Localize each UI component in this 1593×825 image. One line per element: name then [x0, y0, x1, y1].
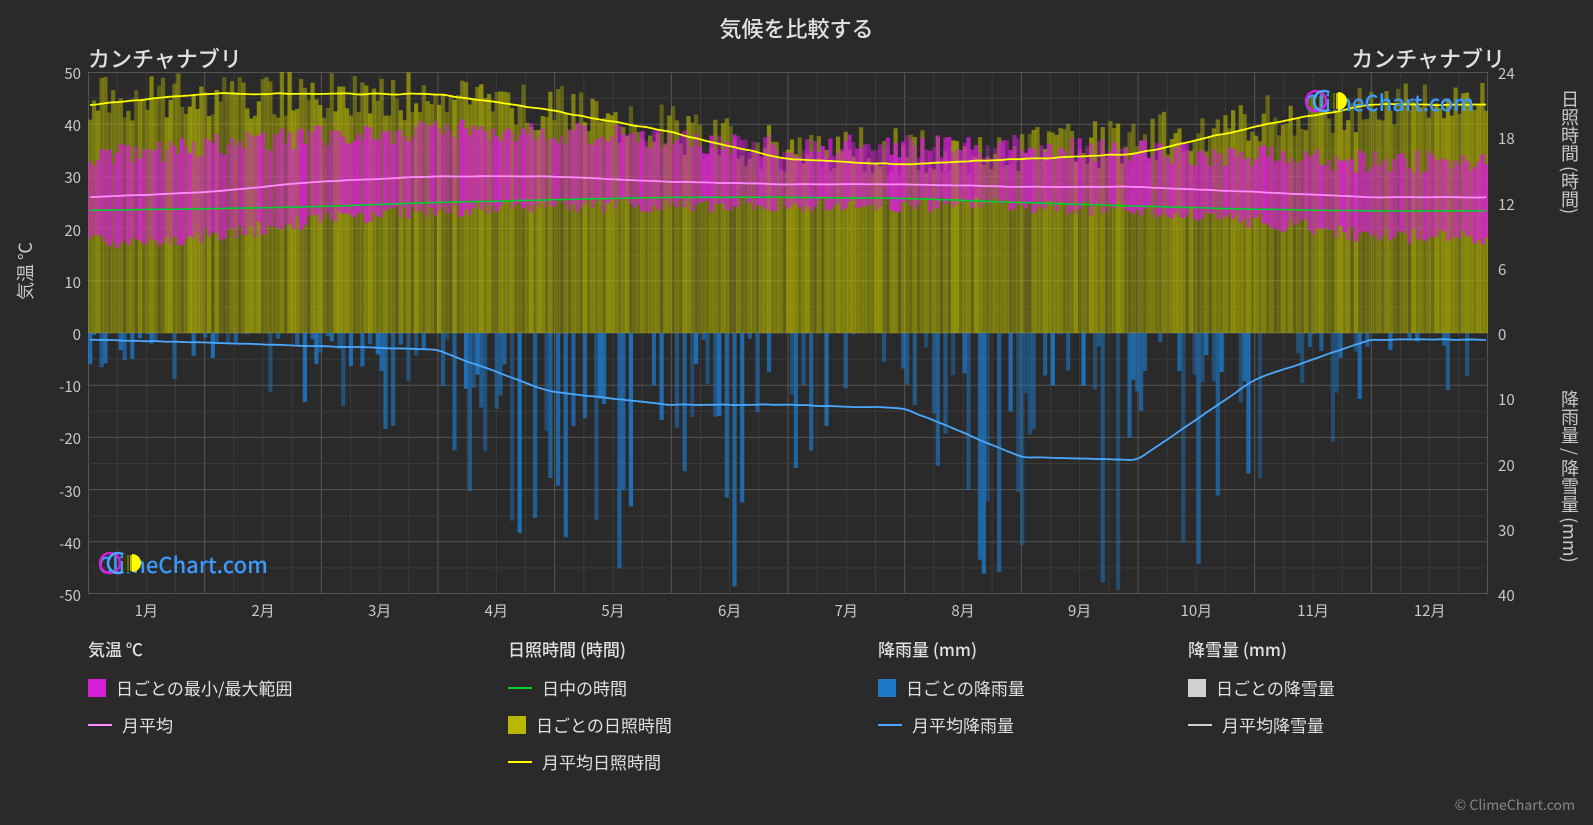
legend-rain-daily: 日ごとの降雨量 — [878, 675, 1025, 700]
axis-right-label-sun: 日照時間 (時間) — [1557, 90, 1583, 214]
legend-sun-title: 日照時間 (時間) — [508, 636, 672, 661]
swatch-olive — [508, 716, 526, 734]
legend-snow-title: 降雪量 (mm) — [1188, 636, 1335, 661]
swatch-blue-line — [878, 724, 902, 726]
climate-chart: 気候を比較する カンチャナブリ カンチャナブリ 気温 ℃ 日照時間 (時間) 降… — [0, 0, 1593, 825]
legend-sun-avg-label: 月平均日照時間 — [542, 749, 661, 774]
swatch-yellow-line — [508, 761, 532, 763]
legend-sun: 日照時間 (時間) 日中の時間 日ごとの日照時間 月平均日照時間 — [508, 636, 672, 774]
legend-snow-avg: 月平均降雪量 — [1188, 712, 1335, 737]
legend-temp: 気温 ℃ 日ごとの最小/最大範囲 月平均 — [88, 636, 293, 737]
location-right: カンチャナブリ — [1351, 42, 1505, 74]
swatch-green-line — [508, 687, 532, 689]
legend-rain-title: 降雨量 (mm) — [878, 636, 1025, 661]
legend-snow-daily: 日ごとの降雪量 — [1188, 675, 1335, 700]
plot-svg — [88, 72, 1488, 594]
legend-sun-daily: 日ごとの日照時間 — [508, 712, 672, 737]
legend-temp-avg-label: 月平均 — [122, 712, 173, 737]
legend-rain-avg: 月平均降雨量 — [878, 712, 1025, 737]
location-left: カンチャナブリ — [88, 42, 242, 74]
legend-rain-daily-label: 日ごとの降雨量 — [906, 675, 1025, 700]
watermark-top: ClimeChart.com — [1304, 86, 1474, 118]
legend-snow: 降雪量 (mm) 日ごとの降雪量 月平均降雪量 — [1188, 636, 1335, 737]
legend-snow-avg-label: 月平均降雪量 — [1222, 712, 1324, 737]
legend-rain-avg-label: 月平均降雨量 — [912, 712, 1014, 737]
watermark-bottom: ClimeChart.com — [98, 548, 268, 580]
copyright: © ClimeChart.com — [1455, 795, 1575, 815]
legend-sun-daily-label: 日ごとの日照時間 — [536, 712, 672, 737]
swatch-grey-line — [1188, 724, 1212, 726]
legend-daylight-label: 日中の時間 — [542, 675, 627, 700]
axis-right-label-precip: 降雨量 / 降雪量 (mm) — [1557, 390, 1583, 563]
legend-temp-avg: 月平均 — [88, 712, 293, 737]
swatch-blue — [878, 679, 896, 697]
swatch-magenta — [88, 679, 106, 697]
legend-temp-range: 日ごとの最小/最大範囲 — [88, 675, 293, 700]
legend-rain: 降雨量 (mm) 日ごとの降雨量 月平均降雨量 — [878, 636, 1025, 737]
swatch-grey — [1188, 679, 1206, 697]
legend-snow-daily-label: 日ごとの降雪量 — [1216, 675, 1335, 700]
chart-title: 気候を比較する — [0, 12, 1593, 44]
swatch-pink-line — [88, 724, 112, 726]
axis-left-label: 気温 ℃ — [12, 242, 38, 300]
plot-area: ClimeChart.com ClimeChart.com — [88, 72, 1488, 594]
legend-temp-title: 気温 ℃ — [88, 636, 293, 661]
legend-daylight: 日中の時間 — [508, 675, 672, 700]
legend-sun-avg: 月平均日照時間 — [508, 749, 672, 774]
legend-temp-range-label: 日ごとの最小/最大範囲 — [116, 675, 293, 700]
